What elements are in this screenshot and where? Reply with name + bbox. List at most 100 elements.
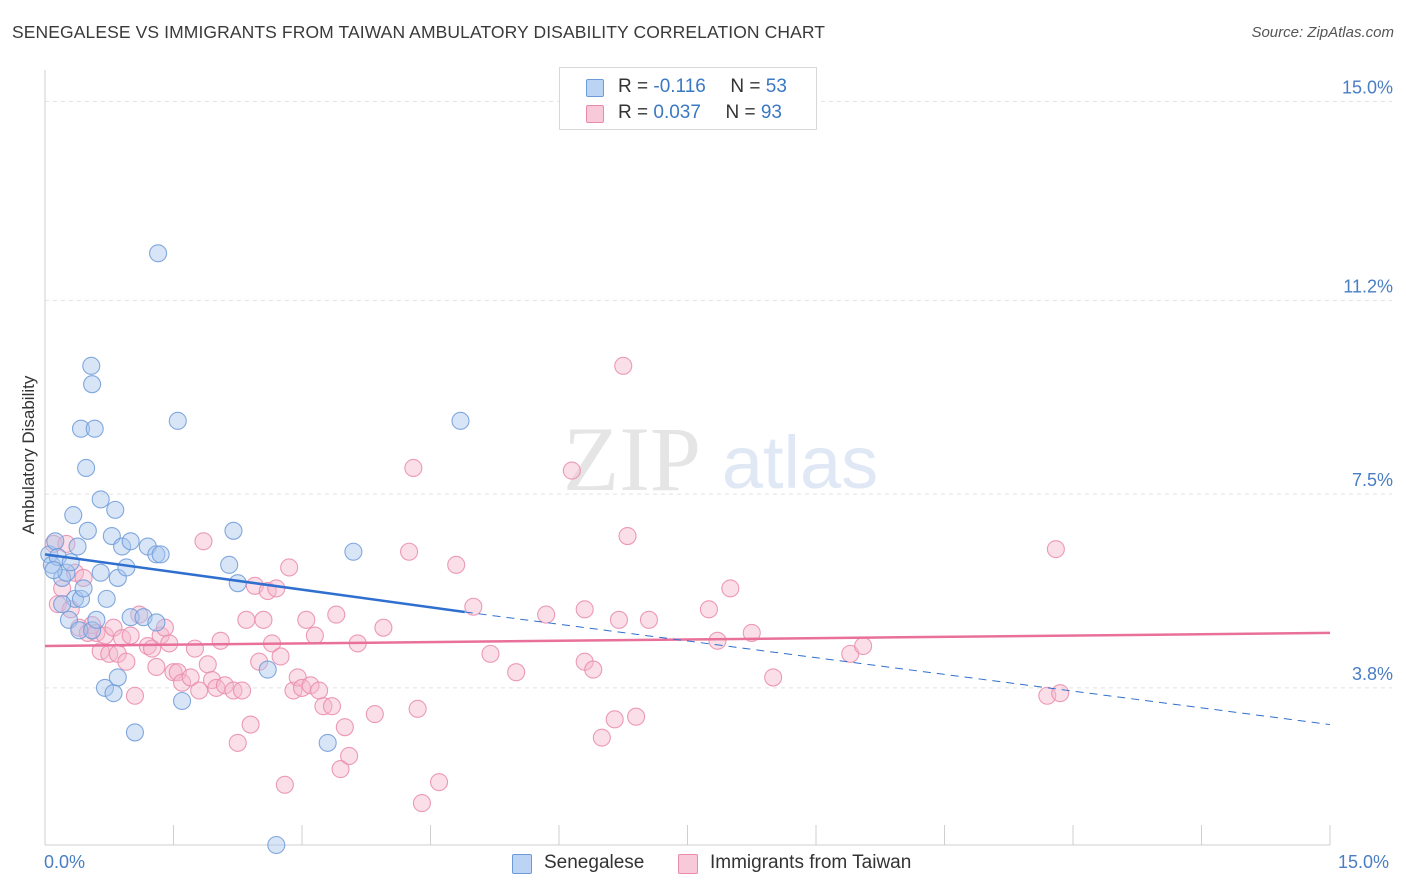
point-taiwan bbox=[301, 676, 320, 695]
point-taiwan bbox=[297, 610, 316, 629]
point-taiwan bbox=[618, 526, 637, 546]
point-senegalese bbox=[82, 356, 101, 375]
legend-text: R = -0.116 N = 53 bbox=[618, 76, 787, 98]
point-senegalese bbox=[125, 723, 144, 742]
watermark: ZIP atlas bbox=[563, 408, 878, 510]
point-senegalese bbox=[113, 537, 132, 556]
point-taiwan bbox=[584, 660, 603, 679]
point-taiwan bbox=[721, 579, 740, 598]
legend-swatch-pink bbox=[586, 105, 604, 123]
point-senegalese bbox=[77, 458, 96, 478]
point-senegalese bbox=[168, 411, 187, 430]
trend-line-senegalese-extension bbox=[464, 611, 1331, 726]
watermark-atlas: atlas bbox=[722, 421, 878, 504]
point-taiwan bbox=[374, 618, 393, 637]
legend-label: Senegalese bbox=[544, 852, 645, 873]
x-axis-min-label: 0.0% bbox=[44, 852, 86, 872]
grid-lines bbox=[45, 100, 1392, 689]
y-tick-label: 3.8% bbox=[1352, 664, 1393, 684]
point-senegalese bbox=[451, 411, 470, 430]
point-taiwan bbox=[609, 610, 629, 629]
point-taiwan bbox=[211, 631, 230, 650]
point-taiwan bbox=[708, 631, 727, 650]
point-senegalese bbox=[121, 532, 140, 551]
trend-line-taiwan bbox=[44, 631, 1331, 648]
point-senegalese bbox=[46, 532, 65, 551]
point-taiwan bbox=[464, 597, 483, 616]
point-senegalese bbox=[104, 684, 123, 703]
point-senegalese bbox=[91, 490, 110, 509]
point-taiwan bbox=[764, 668, 783, 687]
point-senegalese bbox=[95, 678, 115, 697]
point-senegalese bbox=[71, 419, 91, 438]
legend-swatch-blue bbox=[586, 79, 604, 97]
point-taiwan bbox=[198, 655, 217, 674]
point-taiwan bbox=[742, 623, 761, 642]
point-senegalese bbox=[147, 613, 166, 632]
point-taiwan bbox=[57, 534, 76, 553]
x-axis-max-label: 15.0% bbox=[1338, 852, 1390, 872]
point-taiwan bbox=[699, 600, 718, 619]
axes bbox=[44, 70, 1331, 846]
point-senegalese bbox=[74, 579, 93, 598]
n-value: 53 bbox=[765, 76, 787, 97]
point-senegalese bbox=[70, 621, 89, 640]
point-taiwan bbox=[331, 760, 350, 779]
point-senegalese bbox=[258, 660, 277, 679]
point-taiwan bbox=[412, 794, 431, 813]
r-value: 0.037 bbox=[653, 102, 701, 123]
point-taiwan bbox=[365, 705, 384, 724]
point-taiwan bbox=[228, 733, 247, 752]
r-label: R = bbox=[618, 102, 654, 123]
source-note: Source: ZipAtlas.com bbox=[1251, 24, 1394, 41]
point-taiwan bbox=[173, 673, 192, 692]
trend-line-senegalese bbox=[44, 553, 465, 614]
point-taiwan bbox=[400, 542, 419, 561]
correlation-legend: R = -0.116 N = 53 R = 0.037 N = 93 bbox=[559, 67, 817, 130]
point-taiwan bbox=[241, 715, 260, 734]
point-taiwan bbox=[1046, 540, 1065, 559]
point-senegalese bbox=[44, 561, 63, 580]
y-axis-label: Ambulatory Disability bbox=[19, 375, 38, 534]
y-tick-label: 7.5% bbox=[1352, 470, 1393, 490]
point-taiwan bbox=[121, 626, 140, 645]
legend-label: Immigrants from Taiwan bbox=[710, 852, 912, 873]
point-senegalese bbox=[318, 733, 337, 752]
watermark-zip: ZIP bbox=[563, 408, 701, 510]
point-senegalese bbox=[68, 537, 87, 556]
point-senegalese bbox=[53, 595, 72, 614]
point-taiwan bbox=[310, 681, 329, 700]
point-taiwan bbox=[185, 639, 204, 658]
point-taiwan bbox=[447, 555, 466, 574]
point-senegalese bbox=[149, 244, 168, 263]
point-taiwan bbox=[605, 710, 624, 729]
point-senegalese bbox=[220, 555, 239, 574]
point-taiwan bbox=[275, 775, 294, 794]
point-taiwan bbox=[1051, 684, 1070, 703]
point-senegalese bbox=[151, 545, 170, 564]
point-senegalese bbox=[228, 574, 247, 593]
point-taiwan bbox=[430, 773, 449, 792]
point-taiwan bbox=[335, 718, 354, 737]
r-label: R = bbox=[618, 76, 654, 97]
legend-swatch-blue bbox=[512, 854, 532, 874]
point-senegalese bbox=[173, 691, 192, 711]
point-taiwan bbox=[537, 605, 556, 624]
point-taiwan bbox=[575, 600, 594, 619]
point-senegalese bbox=[83, 375, 102, 394]
point-senegalese bbox=[344, 542, 363, 561]
point-taiwan bbox=[340, 746, 359, 766]
trend-lines bbox=[44, 553, 1331, 726]
point-taiwan bbox=[507, 663, 526, 682]
point-taiwan bbox=[271, 647, 290, 666]
point-taiwan bbox=[125, 686, 144, 705]
point-senegalese bbox=[147, 545, 166, 564]
point-taiwan bbox=[481, 644, 500, 663]
point-taiwan bbox=[404, 458, 423, 478]
point-taiwan bbox=[215, 676, 234, 695]
point-taiwan bbox=[322, 697, 342, 716]
point-senegalese bbox=[267, 835, 286, 855]
y-tick-label: 11.2% bbox=[1343, 276, 1393, 296]
point-taiwan bbox=[254, 610, 273, 629]
